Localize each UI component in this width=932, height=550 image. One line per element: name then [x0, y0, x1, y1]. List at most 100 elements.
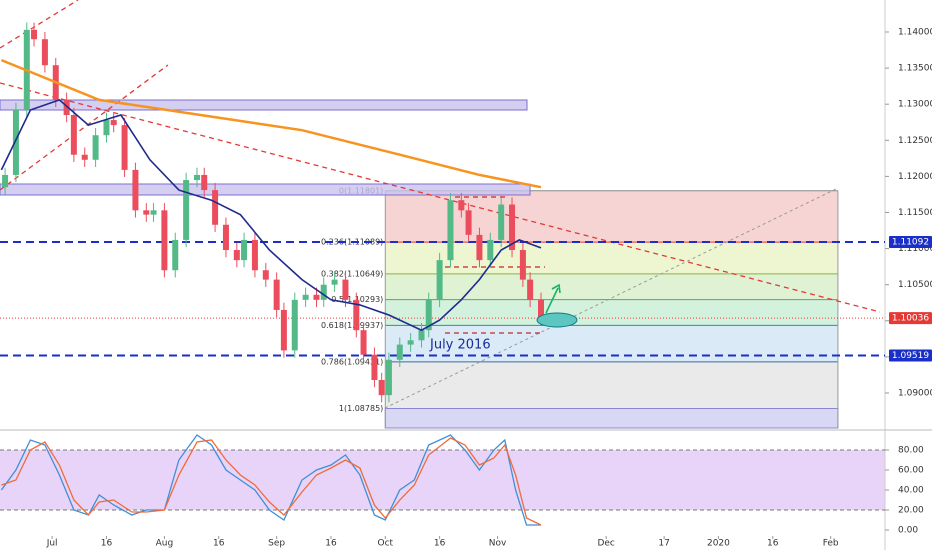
candle-body — [241, 239, 248, 261]
candle-body — [262, 270, 269, 280]
candle-body — [92, 135, 99, 160]
candle-body — [447, 200, 454, 261]
candle-body — [407, 340, 414, 345]
oscillator-tick-label: 20.00 — [898, 506, 924, 516]
price-tag-label: 1.11092 — [892, 237, 929, 247]
candle-body — [233, 250, 240, 261]
fib-band — [385, 242, 838, 274]
candle-body — [313, 294, 320, 300]
candle-body — [527, 279, 534, 300]
candle-body — [172, 239, 179, 271]
candle-body — [509, 204, 516, 251]
price-tag-label: 1.09519 — [892, 351, 929, 361]
price-tag — [889, 312, 932, 325]
oscillator-tick-label: 60.00 — [898, 466, 924, 476]
candle-body — [121, 125, 128, 170]
x-tick-label: 16 — [213, 539, 225, 549]
candle-body — [41, 39, 48, 66]
candle-body — [519, 250, 526, 280]
candle-body — [183, 179, 190, 240]
candle-body — [371, 354, 378, 380]
fib-band — [385, 190, 838, 243]
trendline — [0, 64, 169, 191]
y-tick-label: 1.13000 — [898, 100, 932, 110]
fib-band — [385, 299, 838, 326]
candle-body — [251, 239, 258, 271]
drawings-over — [0, 58, 578, 332]
y-tick-label: 1.11000 — [898, 244, 932, 254]
x-tick-label: 16 — [767, 539, 779, 549]
x-tick-label: 16 — [101, 539, 113, 549]
x-tick-label: 16 — [325, 539, 337, 549]
y-tick-label: 1.14000 — [898, 27, 932, 37]
candle-body — [291, 299, 298, 351]
y-tick-label: 1.09000 — [898, 388, 932, 398]
candle-body — [150, 210, 157, 215]
trendline — [0, 82, 881, 313]
candle-body — [458, 200, 465, 211]
y-tick-label: 1.12500 — [898, 136, 932, 146]
trendline — [0, 0, 79, 49]
candle-body — [193, 174, 200, 180]
candle-body — [331, 279, 338, 285]
moving-average — [0, 98, 542, 332]
zone — [0, 183, 531, 196]
x-tick-label: Nov — [489, 539, 507, 549]
x-tick-label: Jul — [46, 539, 58, 549]
price-tag-label: 1.10036 — [892, 314, 929, 324]
candle-body — [103, 120, 110, 136]
candle-body — [12, 109, 19, 175]
candle-body — [425, 299, 432, 331]
y-tick-label: 1.10500 — [898, 280, 932, 290]
moving-average — [0, 58, 542, 189]
oscillator-line — [0, 434, 541, 526]
candle-body — [2, 174, 9, 188]
candle-body — [212, 190, 219, 225]
candle-body — [161, 210, 168, 271]
y-tick-label: 1.13500 — [898, 64, 932, 74]
price-tag — [889, 235, 932, 248]
candle-body — [342, 279, 349, 300]
candle-body — [31, 29, 38, 40]
fib-label: 1(1.08785) — [339, 404, 383, 413]
oscillator-band — [0, 450, 885, 510]
candle-body — [436, 260, 443, 300]
candle-body — [378, 379, 385, 396]
x-tick-label: Aug — [156, 539, 174, 549]
arrow — [545, 287, 559, 314]
candle-body — [132, 169, 139, 211]
candle-body — [143, 210, 150, 215]
candle-body — [320, 284, 327, 300]
x-tick-label: 17 — [658, 539, 669, 549]
candle-body — [280, 309, 287, 351]
zone — [0, 99, 528, 111]
x-tick-label: Sep — [268, 539, 285, 549]
annotation: July 2016 — [429, 338, 491, 353]
x-tick-label: Oct — [378, 539, 394, 549]
y-tick-label: 1.11500 — [898, 208, 932, 218]
y-tick-label: 1.12000 — [898, 172, 932, 182]
candle-body — [222, 224, 229, 251]
candle-body — [273, 279, 280, 310]
fib-label: 0.786(1.09431) — [321, 357, 383, 366]
fib-label: 0.618(1.09937) — [321, 321, 383, 330]
oscillator-tick-label: 40.00 — [898, 486, 924, 496]
candle-body — [385, 359, 392, 396]
oscillator-tick-label: 0.00 — [898, 526, 918, 536]
candle-body — [302, 294, 309, 300]
candle-body — [418, 330, 425, 341]
x-tick-label: 2020 — [707, 539, 730, 549]
price-tag — [889, 349, 932, 362]
oscillator-line — [1, 437, 542, 526]
candle-body — [465, 210, 472, 235]
candle-body — [70, 115, 77, 155]
x-tick-label: Dec — [597, 539, 614, 549]
candle-body — [63, 99, 70, 116]
candle-body — [476, 234, 483, 261]
candle-body — [110, 120, 117, 126]
arrow-head — [551, 283, 561, 294]
fib-label: 0.5(1.10293) — [331, 295, 383, 304]
highlight — [536, 312, 578, 328]
